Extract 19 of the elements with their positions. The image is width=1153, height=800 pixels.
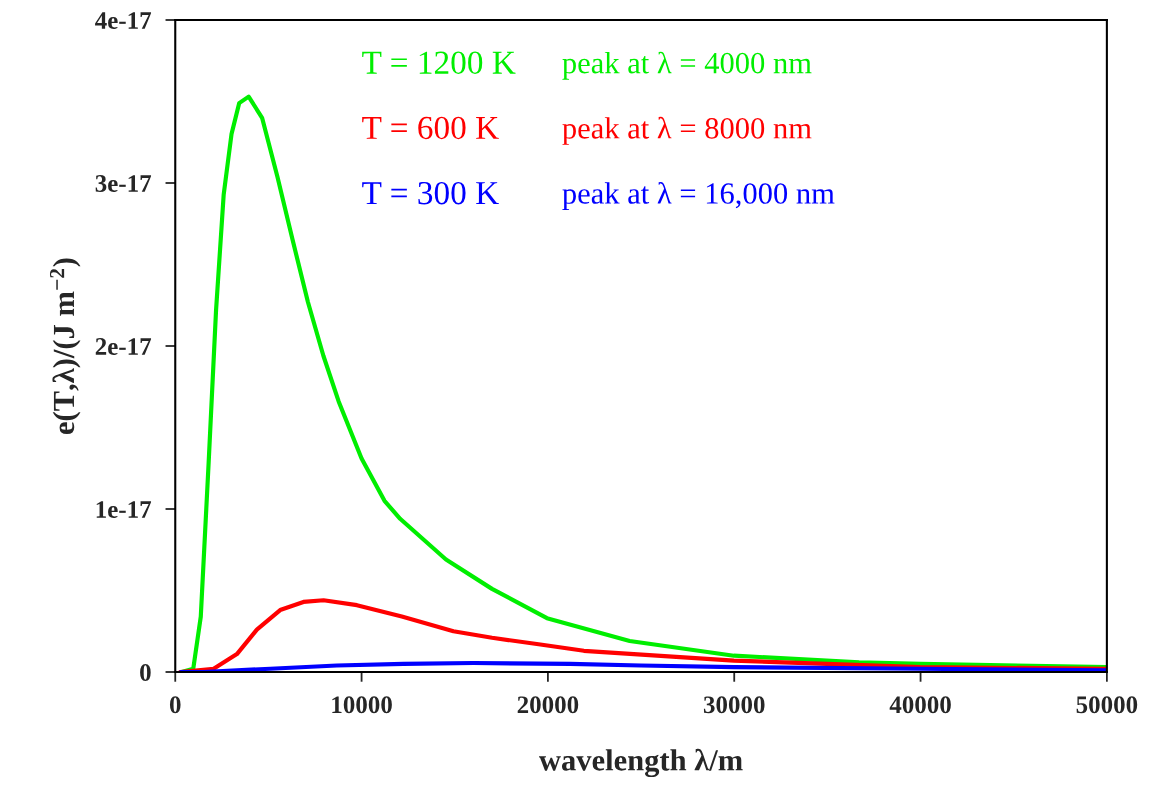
x-axis-title: wavelength λ/m <box>539 748 743 778</box>
x-tick-label: 20000 <box>517 696 579 714</box>
y-tick-label: 0 <box>140 664 151 681</box>
x-tick-label: 40000 <box>889 696 951 714</box>
y-tick-label: 3e-17 <box>95 175 152 192</box>
y-tick-label: 1e-17 <box>96 501 152 518</box>
x-tick-label: 30000 <box>703 696 765 714</box>
x-tick-label: 10000 <box>332 696 392 714</box>
annotation: peak at λ = 4000 nm <box>562 51 812 80</box>
text: T = 1200 K <box>362 51 516 74</box>
y-tick-label: 2e-17 <box>95 338 152 355</box>
y-tick-label: 4e-17 <box>95 12 152 29</box>
y-axis-title: e(T,λ)/(J m$^{−2}$) <box>49 258 81 435</box>
x-tick-label: 0 <box>169 696 181 714</box>
x-tick-label: 50000 <box>1076 696 1138 714</box>
annotation: peak at λ = 16,000 nm <box>562 182 835 211</box>
text: T = 300 K <box>362 181 499 205</box>
text: T = 600 K <box>362 116 499 140</box>
annotation: peak at λ = 8000 nm <box>562 116 812 145</box>
